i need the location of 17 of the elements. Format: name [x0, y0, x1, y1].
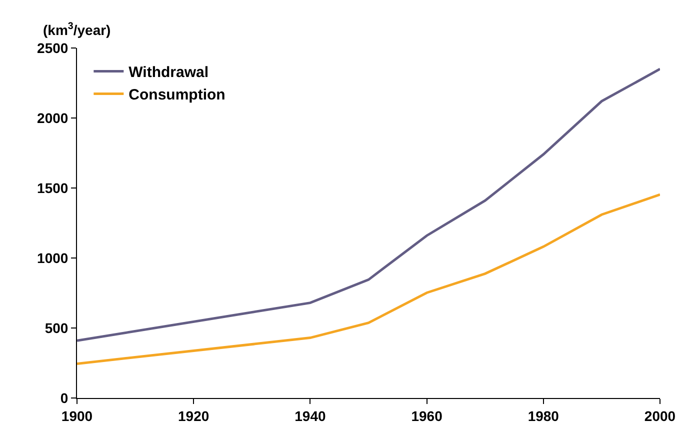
x-tick-label: 1940: [294, 408, 326, 424]
line-series: [77, 68, 660, 342]
y-tick-label: 0: [60, 390, 68, 406]
y-tick-label: 2000: [37, 110, 68, 126]
y-axis-title: (km$^{3}$/year): [43, 21, 111, 38]
legend-label: Withdrawal: [128, 64, 209, 82]
line-series: [77, 193, 660, 365]
x-tick-label: 1980: [528, 408, 560, 424]
x-tick-label: 1920: [178, 408, 210, 424]
x-tick-label: 2000: [644, 408, 676, 424]
y-tick-label: 500: [44, 320, 68, 336]
y-tick-label: 1500: [37, 180, 68, 196]
y-tick-label: 1000: [37, 250, 68, 266]
x-tick-label: 1900: [61, 408, 93, 424]
x-tick-label: 1960: [411, 408, 443, 424]
y-tick-label: 2500: [37, 40, 68, 56]
legend-label: Consumption: [128, 86, 226, 104]
